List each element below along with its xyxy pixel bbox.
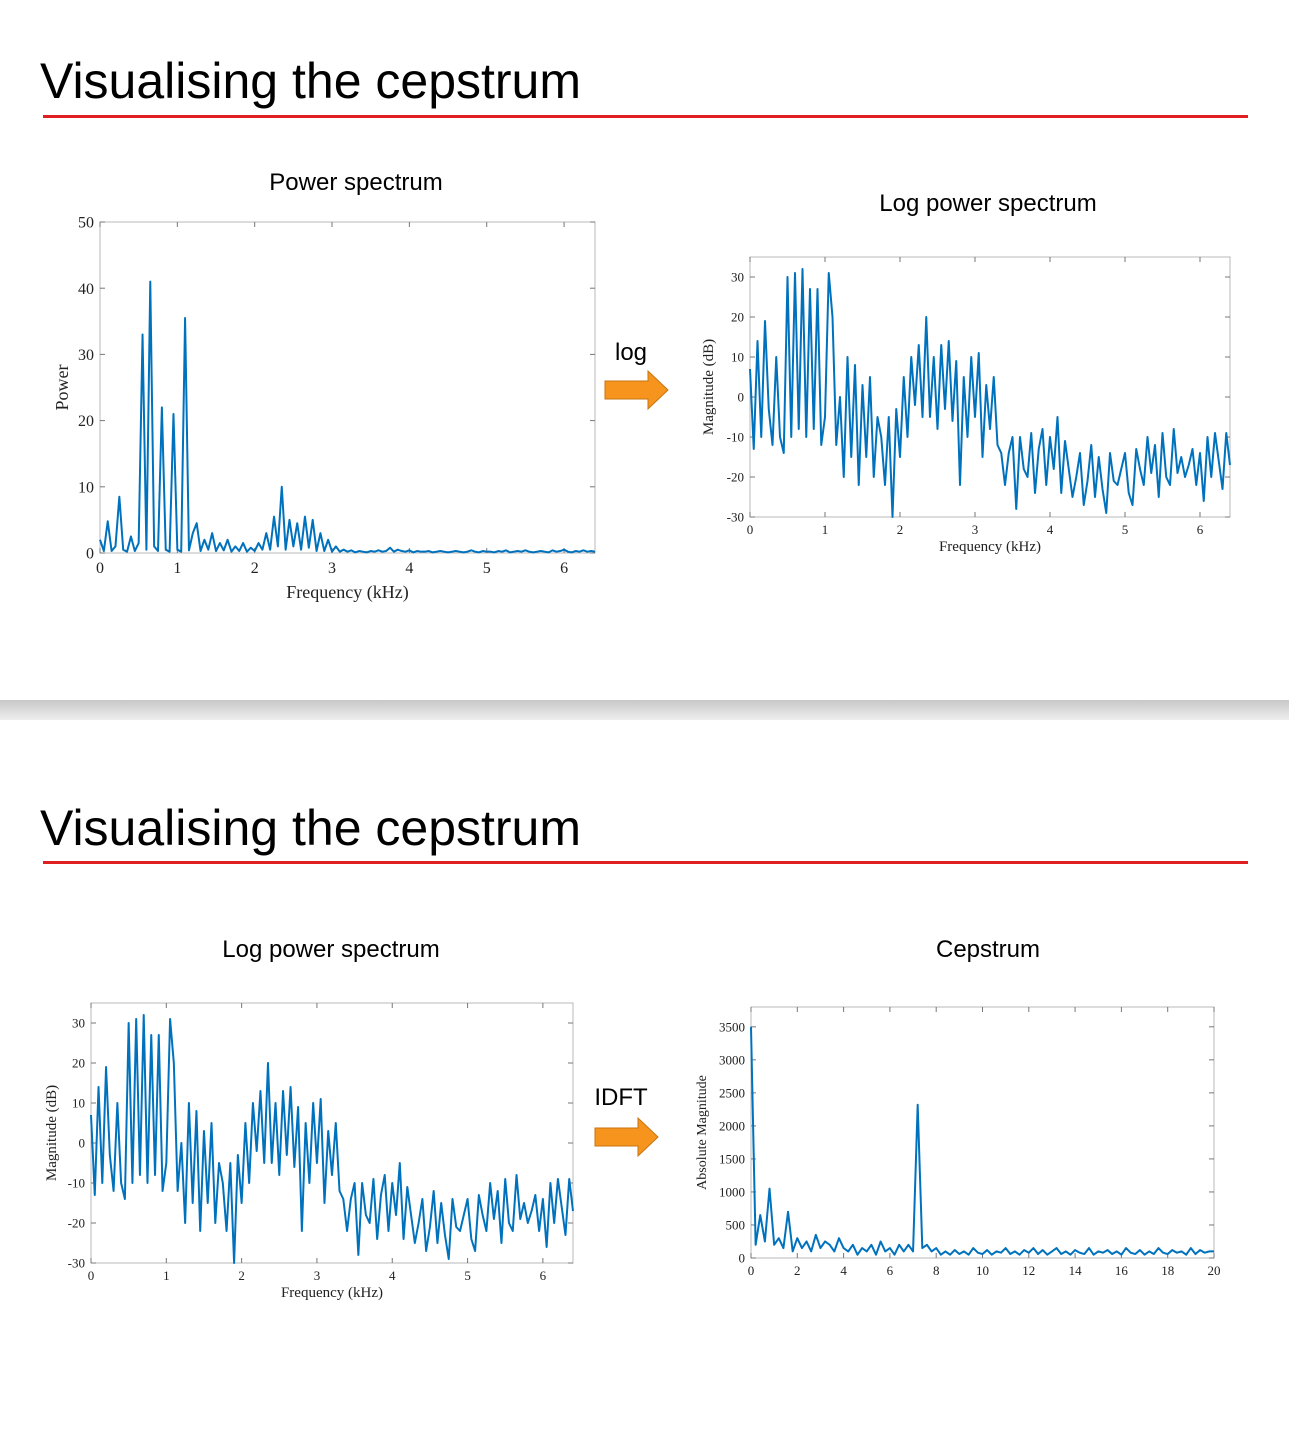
x-tick-label: 0: [748, 1263, 755, 1278]
x-tick-label: 3: [328, 560, 336, 577]
x-tick-label: 14: [1069, 1263, 1083, 1278]
y-tick-label: 3500: [719, 1019, 745, 1034]
x-tick-label: 1: [822, 522, 829, 537]
y-tick-label: -20: [68, 1216, 85, 1231]
y-tick-label: -10: [727, 430, 744, 445]
x-tick-label: 6: [540, 1268, 547, 1283]
y-tick-label: 10: [78, 479, 94, 496]
y-axis-label: Magnitude (dB): [701, 339, 717, 435]
y-tick-label: 2000: [719, 1118, 745, 1133]
x-tick-label: 6: [1197, 522, 1204, 537]
y-tick-label: 0: [86, 546, 94, 563]
x-tick-label: 18: [1161, 1263, 1174, 1278]
x-tick-label: 1: [173, 560, 181, 577]
x-axis-label: Frequency (kHz): [286, 582, 408, 603]
plot-area: [750, 1006, 1215, 1259]
y-tick-label: 40: [78, 281, 94, 298]
y-tick-label: 50: [78, 215, 94, 232]
y-tick-label: 3000: [719, 1052, 745, 1067]
y-tick-label: -20: [727, 470, 744, 485]
slide-title: Visualising the cepstrum: [40, 800, 581, 856]
x-tick-label: 5: [1122, 522, 1129, 537]
y-tick-label: 10: [731, 350, 744, 365]
x-tick-label: 4: [840, 1263, 847, 1278]
y-tick-label: 0: [79, 1136, 86, 1151]
y-tick-label: 20: [78, 413, 94, 430]
x-tick-label: 20: [1208, 1263, 1221, 1278]
x-tick-label: 2: [794, 1263, 801, 1278]
y-axis-label: Power: [52, 365, 72, 411]
plot-area: [749, 256, 1231, 518]
x-tick-label: 4: [389, 1268, 396, 1283]
data-line: [749, 268, 1231, 518]
y-tick-label: 10: [72, 1096, 85, 1111]
arrow-label: IDFT: [594, 1084, 648, 1111]
data-line: [750, 1026, 1214, 1256]
y-tick-label: 30: [72, 1016, 85, 1031]
x-tick-label: 0: [96, 560, 104, 577]
x-tick-label: 3: [972, 522, 979, 537]
y-tick-label: -30: [68, 1256, 85, 1271]
y-tick-label: 1000: [719, 1184, 745, 1199]
title-rule: [43, 861, 1248, 864]
x-tick-label: 2: [238, 1268, 245, 1283]
y-tick-label: 30: [731, 270, 744, 285]
y-tick-label: 30: [78, 347, 94, 364]
arrow: [594, 1116, 659, 1158]
x-tick-label: 2: [897, 522, 904, 537]
arrow: [604, 369, 669, 411]
x-tick-label: 4: [405, 560, 413, 577]
slide-separator: [0, 700, 1289, 720]
x-tick-label: 10: [976, 1263, 989, 1278]
x-tick-label: 6: [560, 560, 568, 577]
chart-title: Log power spectrum: [879, 190, 1096, 217]
x-tick-label: 2: [251, 560, 259, 577]
y-axis-label: Magnitude (dB): [44, 1085, 60, 1181]
arrow-label: log: [615, 339, 647, 366]
x-tick-label: 0: [747, 522, 754, 537]
chart-title: Power spectrum: [269, 169, 442, 196]
y-tick-label: 0: [738, 390, 745, 405]
x-tick-label: 12: [1022, 1263, 1035, 1278]
y-tick-label: 2500: [719, 1085, 745, 1100]
y-tick-label: 500: [726, 1218, 746, 1233]
y-axis-label: Absolute Magnitude: [695, 1075, 710, 1190]
x-tick-label: 16: [1115, 1263, 1129, 1278]
y-tick-label: -10: [68, 1176, 85, 1191]
x-tick-label: 3: [314, 1268, 321, 1283]
x-tick-label: 5: [483, 560, 491, 577]
x-axis-label: Frequency (kHz): [281, 1285, 383, 1301]
x-axis-label: Frequency (kHz): [939, 539, 1041, 555]
chart-title: Cepstrum: [936, 936, 1040, 963]
y-tick-label: 20: [72, 1056, 85, 1071]
plot-area: [99, 221, 596, 554]
data-line: [90, 1014, 574, 1264]
y-tick-label: -30: [727, 510, 744, 525]
y-tick-label: 0: [739, 1251, 746, 1266]
x-tick-label: 0: [88, 1268, 95, 1283]
y-tick-label: 1500: [719, 1151, 745, 1166]
y-tick-label: 20: [731, 310, 744, 325]
plot-area: [90, 1002, 574, 1264]
x-tick-label: 4: [1047, 522, 1054, 537]
x-tick-label: 5: [464, 1268, 471, 1283]
x-tick-label: 1: [163, 1268, 170, 1283]
x-tick-label: 8: [933, 1263, 940, 1278]
slide-title: Visualising the cepstrum: [40, 53, 581, 109]
title-rule: [43, 115, 1248, 118]
chart-title: Log power spectrum: [222, 936, 439, 963]
x-tick-label: 6: [887, 1263, 894, 1278]
data-line: [99, 280, 596, 554]
